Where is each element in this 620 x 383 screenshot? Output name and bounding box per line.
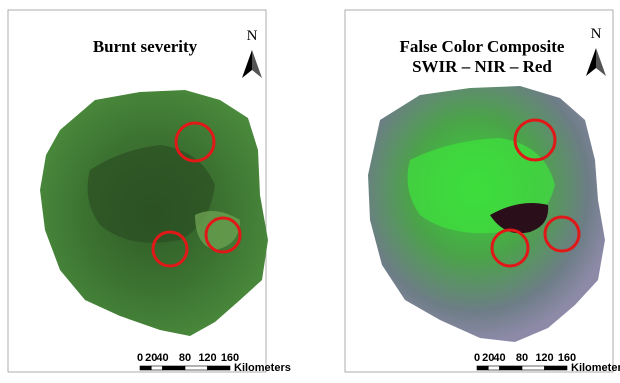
- north-arrow: [252, 50, 262, 78]
- panel-title: SWIR – NIR – Red: [412, 57, 552, 76]
- panel-title: False Color Composite: [400, 37, 565, 56]
- scale-label: 80: [179, 352, 191, 364]
- north-arrow: [596, 48, 606, 76]
- scale-unit: Kilometers: [234, 362, 291, 374]
- north-arrow: [242, 50, 252, 78]
- scale-label: 120: [198, 352, 216, 364]
- scale-segment: [151, 366, 162, 370]
- north-label: N: [247, 28, 258, 44]
- scale-segment: [163, 366, 186, 370]
- scale-segment: [500, 366, 523, 370]
- scale-label: 40: [156, 352, 168, 364]
- scale-segment: [522, 366, 545, 370]
- scale-label: 120: [535, 352, 553, 364]
- scale-segment: [477, 366, 488, 370]
- scale-label: 80: [516, 352, 528, 364]
- north-label: N: [591, 26, 602, 42]
- scale-segment: [185, 366, 208, 370]
- scale-unit: Kilometers: [571, 362, 620, 374]
- scale-segment: [488, 366, 499, 370]
- panel-false-color: False Color Composite SWIR – NIR – Red N…: [345, 10, 620, 374]
- north-arrow: [586, 48, 596, 76]
- scale-label: 0: [137, 352, 143, 364]
- scale-segment: [208, 366, 231, 370]
- scale-label: 40: [493, 352, 505, 364]
- scale-label: 0: [474, 352, 480, 364]
- scale-segment: [545, 366, 568, 370]
- panel-title: Burnt severity: [93, 37, 198, 56]
- scale-segment: [140, 366, 151, 370]
- map-figure: Burnt severity N 0204080120160Kilometers…: [0, 0, 620, 383]
